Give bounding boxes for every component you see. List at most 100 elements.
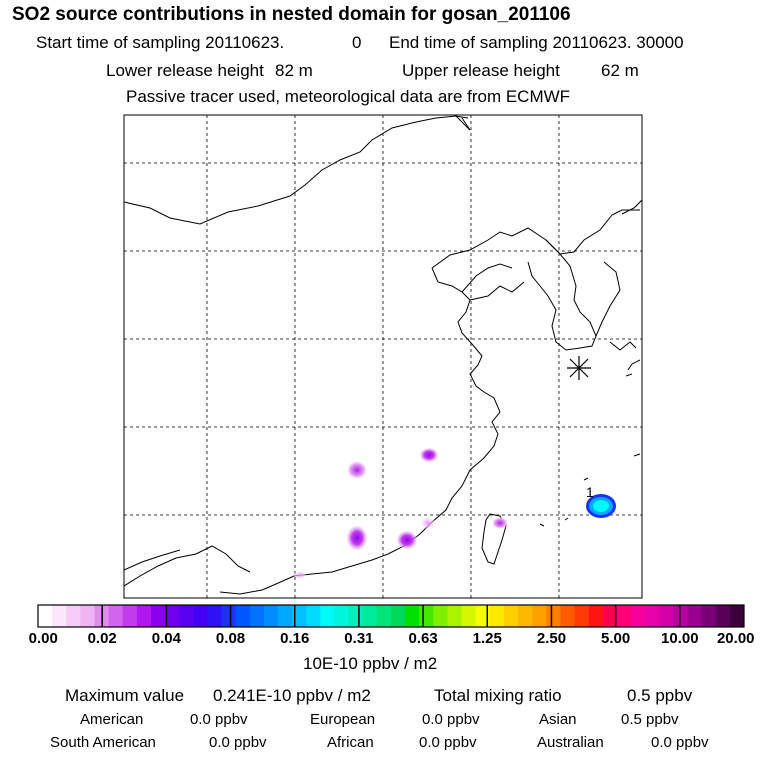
colorbar-swatch — [334, 605, 350, 627]
page-title: SO2 source contributions in nested domai… — [12, 4, 571, 25]
colorbar-swatch — [66, 605, 81, 627]
plume-patch — [397, 531, 417, 549]
colorbar-unit: 10E-10 ppbv / m2 — [303, 654, 438, 673]
region-name: African — [327, 734, 374, 751]
region-value: 0.0 ppbv — [190, 711, 248, 728]
concentration-field — [294, 448, 616, 579]
colorbar-swatch — [292, 605, 307, 627]
colorbar-swatch — [122, 605, 138, 627]
colorbar-swatch — [348, 605, 364, 627]
lower-height-label: Lower release height — [106, 61, 264, 80]
max-value-label: Maximum value — [65, 686, 185, 705]
colorbar-swatch — [376, 605, 392, 627]
plume-patch — [347, 461, 367, 479]
colorbar-swatch — [701, 605, 717, 627]
colorbar-swatch — [306, 605, 321, 627]
colorbar-swatch — [38, 605, 53, 627]
colorbar-swatch — [631, 605, 646, 627]
region-name: Asian — [539, 711, 577, 728]
colorbar-swatch — [235, 605, 251, 627]
colorbar-swatch — [729, 605, 745, 627]
colorbar-swatch — [179, 605, 194, 627]
colorbar-swatch — [574, 605, 590, 627]
colorbar-swatch — [447, 605, 463, 627]
lower-height-value: 82 m — [275, 61, 313, 80]
plume-core-inner — [593, 500, 609, 512]
plume-patch — [347, 526, 367, 550]
colorbar-swatch — [489, 605, 505, 627]
region-name: Australian — [537, 734, 604, 751]
colorbar-swatch — [165, 605, 180, 627]
colorbar-swatch — [80, 605, 95, 627]
colorbar-swatch — [320, 605, 336, 627]
colorbar-swatch — [405, 605, 420, 627]
colorbar-tick-label: 0.08 — [215, 630, 246, 647]
colorbar-swatch — [249, 605, 265, 627]
colorbar-swatch — [503, 605, 519, 627]
colorbar-swatch — [673, 605, 689, 627]
start-time-label: Start time of sampling 20110623. — [36, 33, 285, 52]
map-panel: 1 — [123, 114, 643, 599]
colorbar-tick-label: 10.00 — [661, 630, 699, 647]
colorbar-tick-label: 1.25 — [472, 630, 502, 647]
colorbar-swatch — [52, 605, 67, 627]
colorbar-tick-label: 0.16 — [280, 630, 310, 647]
colorbar-swatch — [419, 605, 434, 627]
asterisk-icon — [567, 356, 591, 380]
colorbar-tick-label: 2.50 — [536, 630, 567, 647]
colorbar-swatch — [193, 605, 208, 627]
total-mixing-label: Total mixing ratio — [434, 686, 562, 705]
colorbar-swatch — [518, 605, 533, 627]
colorbar-tick-label: 0.63 — [408, 630, 438, 647]
plume-patch — [492, 517, 508, 529]
colorbar-swatch — [136, 605, 152, 627]
colorbar-swatch — [461, 605, 477, 627]
region-value: 0.0 ppbv — [651, 734, 709, 751]
colorbar-swatch — [362, 605, 378, 627]
plume-patch — [420, 448, 438, 462]
upper-height-value: 62 m — [601, 61, 639, 80]
region-name: American — [80, 711, 144, 728]
colorbar-swatch — [150, 605, 166, 627]
colorbar-tick-label: 0.31 — [344, 630, 374, 647]
colorbar-swatch — [560, 605, 576, 627]
colorbar-tick-label: 0.04 — [151, 630, 181, 647]
colorbar-swatch — [278, 605, 293, 627]
coastlines — [124, 115, 642, 595]
region-value: 0.0 ppbv — [209, 734, 267, 751]
lat-lon-grid — [124, 115, 642, 598]
colorbar-swatch — [221, 605, 237, 627]
region-value: 0.5 ppbv — [621, 711, 679, 728]
end-time-label: End time of sampling 20110623. 30000 — [389, 33, 684, 52]
region-value: 0.0 ppbv — [419, 734, 477, 751]
upper-height-label: Upper release height — [402, 61, 560, 80]
region-value: 0.0 ppbv — [422, 711, 480, 728]
colorbar-swatch — [391, 605, 406, 627]
colorbar-swatch — [475, 605, 491, 627]
colorbar-swatch — [602, 605, 618, 627]
data-source-note: Passive tracer used, meteorological data… — [126, 87, 571, 106]
total-mixing-value: 0.5 ppbv — [627, 686, 693, 705]
colorbar-swatch — [546, 605, 561, 627]
max-value: 0.241E-10 ppbv / m2 — [213, 686, 371, 705]
colorbar-swatch — [715, 605, 731, 627]
region-name: European — [310, 711, 376, 728]
receptor-label: 1 — [586, 484, 594, 500]
colorbar-tick-label: 5.00 — [601, 630, 631, 647]
colorbar-swatch — [659, 605, 674, 627]
colorbar-swatch — [433, 605, 448, 627]
colorbar-tick-label: 0.00 — [28, 630, 58, 647]
colorbar-swatch — [263, 605, 279, 627]
colorbar-tick-label: 0.02 — [87, 630, 117, 647]
colorbar-swatch — [687, 605, 703, 627]
start-time-hour: 0 — [352, 33, 362, 52]
colorbar-swatch — [645, 605, 660, 627]
colorbar-swatch — [108, 605, 124, 627]
colorbar — [37, 604, 745, 628]
colorbar-tick-label: 20.00 — [716, 630, 755, 647]
colorbar-swatch — [207, 605, 223, 627]
colorbar-swatch — [588, 605, 604, 627]
colorbar-swatch — [532, 605, 547, 627]
plume-patch — [294, 571, 306, 579]
